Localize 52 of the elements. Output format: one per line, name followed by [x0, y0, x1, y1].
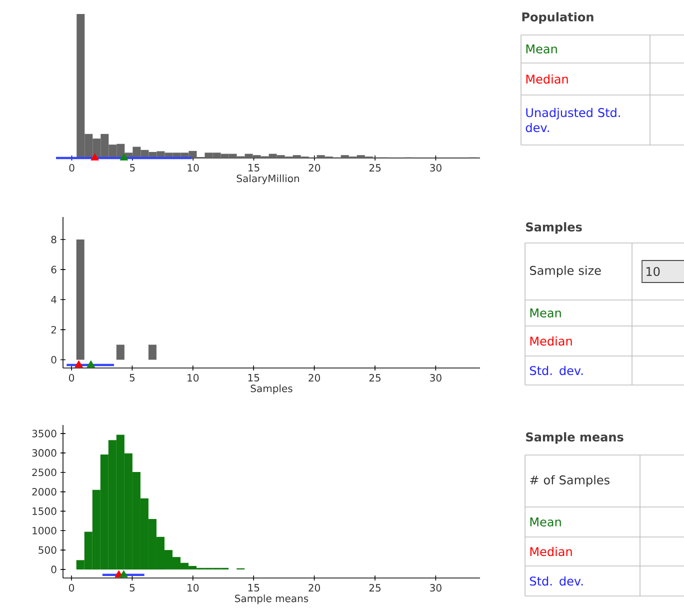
x-tick-label: 25: [369, 374, 380, 382]
x-tick-label: 30: [430, 374, 442, 382]
y-tick-label: 3500: [32, 430, 56, 438]
text: Population: [522, 12, 594, 24]
text: Unadjusted Std. dev.: [526, 108, 620, 132]
x-tick-label: 30: [430, 584, 442, 592]
x-tick-label: 0: [68, 584, 74, 592]
x-tick-label: 10: [188, 164, 199, 172]
y-tick-label: 3000: [32, 449, 56, 457]
x-axis-title: SalaryMillion: [236, 174, 299, 184]
text: Mean: [526, 44, 557, 54]
x-tick-label: 25: [369, 584, 380, 592]
y-tick-label: 8: [51, 236, 56, 244]
text: Sample means: [526, 432, 624, 444]
y-tick-label: 2: [51, 326, 56, 334]
x-tick-label: 30: [430, 164, 442, 172]
text: Mean: [530, 518, 561, 526]
x-tick-label: 20: [308, 584, 320, 592]
x-tick-label: 15: [248, 584, 260, 592]
y-tick-label: 0: [51, 566, 56, 574]
text: Samples: [526, 222, 582, 234]
x-tick-label: 20: [308, 164, 320, 172]
x-tick-label: 0: [68, 374, 74, 382]
text: Std. dev.: [530, 576, 583, 586]
y-tick-label: 500: [38, 546, 56, 554]
text: Median: [530, 336, 572, 346]
text: Std. dev.: [530, 366, 583, 376]
x-tick-label: 10: [188, 374, 199, 382]
x-tick-label: 10: [188, 584, 199, 592]
text: Median: [526, 74, 568, 84]
x-tick-label: 5: [130, 374, 135, 382]
y-tick-label: 2000: [32, 488, 56, 496]
x-tick-label: 15: [248, 164, 260, 172]
text: # of Samples: [530, 475, 610, 487]
y-tick-label: 0: [51, 356, 56, 364]
x-axis-title: Samples: [250, 384, 292, 394]
x-tick-label: 25: [369, 164, 381, 172]
y-tick-label: 1000: [32, 526, 56, 534]
y-tick-label: 6: [51, 266, 56, 274]
x-tick-label: 5: [130, 164, 135, 172]
y-tick-label: 2500: [32, 468, 56, 476]
text: Median: [530, 546, 572, 556]
y-tick-label: 4: [51, 296, 56, 304]
y-tick-label: 1500: [32, 507, 56, 515]
text: 10: [646, 266, 660, 276]
text: Mean: [530, 308, 561, 318]
x-tick-label: 20: [308, 374, 320, 382]
x-axis-title: Sample means: [235, 594, 308, 604]
x-tick-label: 0: [69, 164, 74, 172]
text: Sample size: [530, 266, 601, 278]
x-tick-label: 15: [248, 374, 260, 382]
x-tick-label: 5: [130, 584, 135, 592]
